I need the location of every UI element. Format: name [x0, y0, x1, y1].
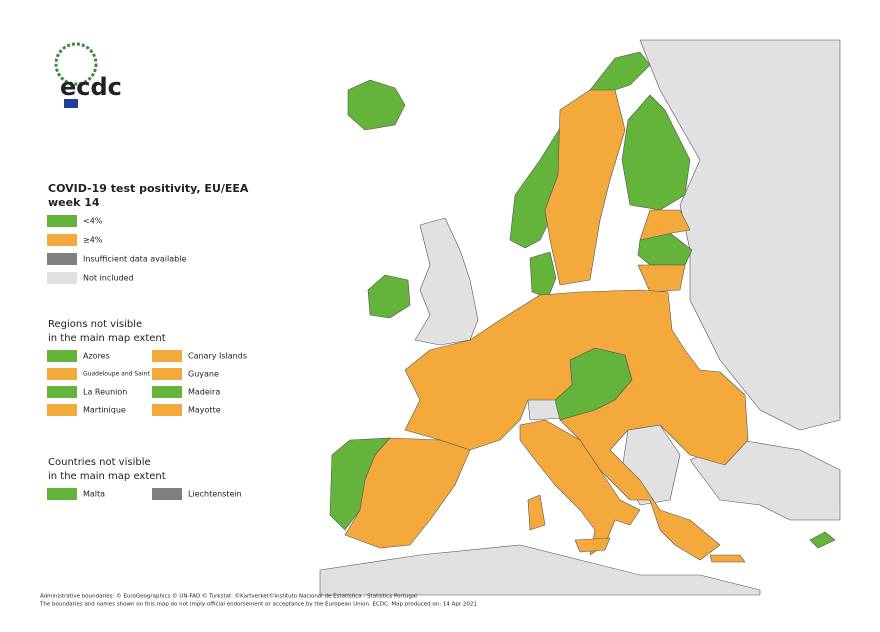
cyprus: [809, 531, 836, 549]
regions-label: Guyane: [188, 370, 219, 379]
countries-label: Liechtenstein: [188, 490, 242, 499]
countries-swatch: [47, 488, 77, 500]
spain: [344, 437, 471, 549]
italy: [519, 419, 641, 556]
countries-label: Malta: [83, 490, 105, 499]
countries-title: in the main map extent: [48, 471, 166, 482]
regions-swatch: [152, 404, 182, 416]
legend-swatch: [47, 272, 77, 284]
regions-swatch: [47, 386, 77, 398]
regions-title: in the main map extent: [48, 333, 166, 344]
regions-swatch: [47, 368, 77, 380]
legend-label: <4%: [83, 217, 103, 226]
regions-swatch: [47, 350, 77, 362]
sardinia: [527, 494, 546, 531]
regions-label: Mayotte: [188, 406, 221, 415]
logo-globe: [54, 42, 98, 86]
logo-text: ecdc: [60, 73, 122, 101]
legend-swatch: [47, 234, 77, 246]
east-land: [639, 39, 841, 431]
sicily: [574, 537, 611, 553]
uk: [414, 217, 479, 346]
estonia: [639, 209, 691, 241]
legend-title: week 14: [48, 196, 100, 209]
footer-line: The boundaries and names shown on this m…: [39, 602, 477, 608]
regions-swatch: [152, 386, 182, 398]
crete: [709, 554, 746, 563]
legend-swatch: [47, 253, 77, 265]
regions-label: Azores: [83, 352, 110, 361]
africa-land: [319, 544, 761, 596]
legend-label: Insufficient data available: [83, 255, 186, 264]
map: [319, 39, 841, 596]
countries-swatch: [152, 488, 182, 500]
regions-swatch: [47, 404, 77, 416]
footer: Administrative boundaries: © EuroGeograp…: [39, 593, 477, 608]
sweden: [544, 89, 626, 286]
regions-title: Regions not visible: [48, 319, 142, 330]
logo: ecdc: [54, 42, 122, 108]
regions-label: Madeira: [188, 388, 220, 397]
regions-label: La Reunion: [83, 388, 127, 397]
legend-label: ≥4%: [83, 236, 103, 245]
denmark: [529, 251, 557, 299]
legend-swatch: [47, 215, 77, 227]
lithuania: [637, 264, 686, 293]
regions-label: Guadeloupe and Saint Martin: [83, 371, 171, 378]
regions-swatch: [152, 350, 182, 362]
regions-swatch: [152, 368, 182, 380]
continental: [404, 289, 749, 561]
eu-flag: [64, 99, 78, 108]
countries-title: Countries not visible: [48, 457, 151, 468]
iceland: [347, 79, 406, 131]
legend-label: Not included: [83, 274, 134, 283]
ireland: [367, 274, 411, 319]
regions-label: Martinique: [83, 406, 126, 415]
finland: [621, 94, 691, 211]
legend-title: COVID-19 test positivity, EU/EEA: [48, 182, 249, 195]
footer-line: Administrative boundaries: © EuroGeograp…: [40, 593, 419, 600]
regions-label: Canary Islands: [188, 352, 247, 361]
